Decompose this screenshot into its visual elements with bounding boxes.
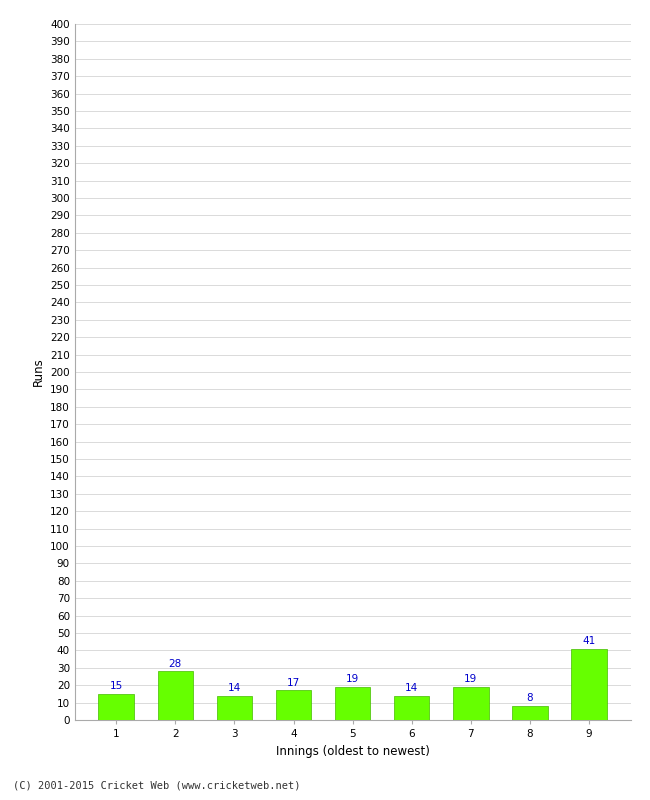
Text: 19: 19 [346, 674, 359, 684]
Bar [571, 649, 607, 720]
Bar [394, 696, 430, 720]
Text: 15: 15 [109, 682, 123, 691]
Text: 28: 28 [168, 658, 182, 669]
X-axis label: Innings (oldest to newest): Innings (oldest to newest) [276, 745, 430, 758]
Bar [512, 706, 548, 720]
Text: 19: 19 [464, 674, 478, 684]
Text: 8: 8 [526, 694, 533, 703]
Text: 17: 17 [287, 678, 300, 688]
Text: 41: 41 [582, 636, 596, 646]
Bar [335, 687, 370, 720]
Text: 14: 14 [405, 683, 419, 693]
Bar [216, 696, 252, 720]
Bar [98, 694, 134, 720]
Bar [276, 690, 311, 720]
Bar [157, 671, 193, 720]
Y-axis label: Runs: Runs [32, 358, 45, 386]
Text: 14: 14 [227, 683, 241, 693]
Bar [453, 687, 489, 720]
Text: (C) 2001-2015 Cricket Web (www.cricketweb.net): (C) 2001-2015 Cricket Web (www.cricketwe… [13, 781, 300, 790]
